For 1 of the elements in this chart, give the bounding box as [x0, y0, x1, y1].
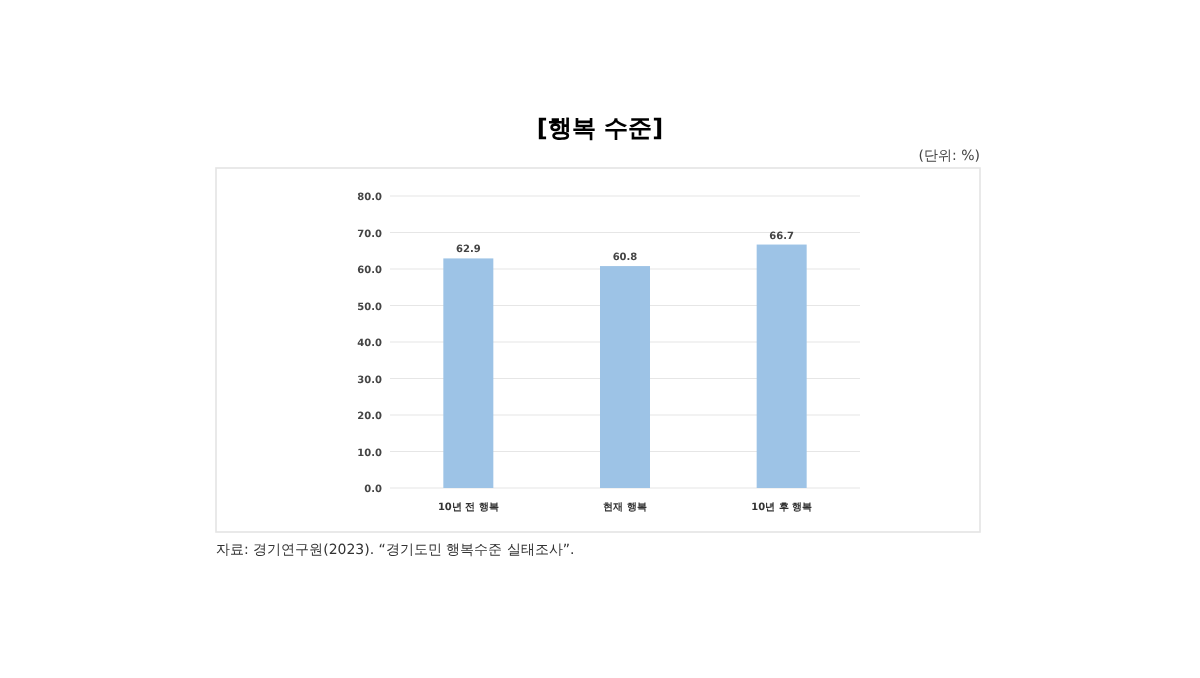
title: [행복 수준]	[536, 114, 664, 142]
